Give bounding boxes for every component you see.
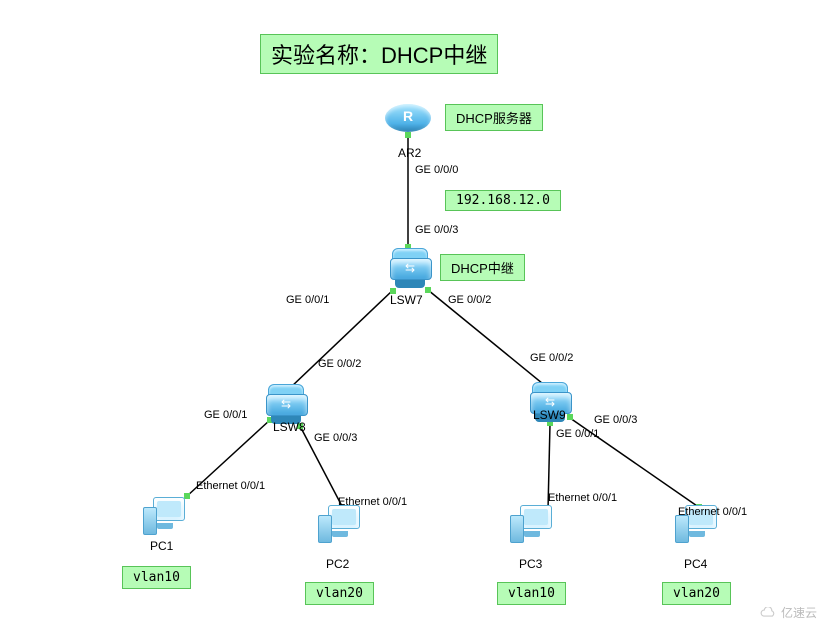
watermark: 亿速云: [759, 604, 817, 621]
port-label: GE 0/0/1: [286, 294, 329, 306]
node-pc3[interactable]: [510, 505, 554, 545]
side-label-ar2: DHCP服务器: [445, 104, 543, 131]
node-label-lsw7: LSW7: [390, 293, 423, 307]
vlan-pc3: vlan10: [497, 582, 566, 605]
port-label: GE 0/0/0: [415, 164, 458, 176]
port-label: GE 0/0/2: [448, 294, 491, 306]
vlan-pc2: vlan20: [305, 582, 374, 605]
vlan-pc4: vlan20: [662, 582, 731, 605]
node-label-ar2: AR2: [398, 146, 421, 160]
node-label-pc1: PC1: [150, 539, 173, 553]
node-lsw7[interactable]: ⇆: [390, 248, 430, 290]
node-label-pc3: PC3: [519, 557, 542, 571]
node-ar2[interactable]: R: [385, 104, 431, 132]
router-icon: R: [385, 108, 431, 124]
node-label-pc2: PC2: [326, 557, 349, 571]
subnet-label: 192.168.12.0: [445, 190, 561, 211]
node-pc2[interactable]: [318, 505, 362, 545]
port-label: GE 0/0/2: [318, 358, 361, 370]
port-label: Ethernet 0/0/1: [548, 492, 617, 504]
port-dot: [405, 132, 411, 138]
port-label: GE 0/0/3: [415, 224, 458, 236]
port-label: GE 0/0/2: [530, 352, 573, 364]
side-label-lsw7: DHCP中继: [440, 254, 525, 281]
node-label-lsw8: LSW8: [273, 420, 306, 434]
vlan-pc1: vlan10: [122, 566, 191, 589]
port-label: Ethernet 0/0/1: [678, 506, 747, 518]
port-label: GE 0/0/1: [204, 409, 247, 421]
switch-icon: ⇆: [398, 261, 422, 275]
port-label: Ethernet 0/0/1: [338, 496, 407, 508]
node-label-lsw9: LSW9: [533, 408, 566, 422]
watermark-text: 亿速云: [781, 604, 817, 621]
switch-icon: ⇆: [274, 397, 298, 411]
node-pc1[interactable]: [143, 497, 187, 537]
port-label: Ethernet 0/0/1: [196, 480, 265, 492]
port-label: GE 0/0/1: [556, 428, 599, 440]
diagram-title: 实验名称：DHCP中继: [260, 34, 498, 74]
switch-icon: ⇆: [538, 395, 562, 409]
cloud-icon: [759, 607, 777, 619]
diagram-canvas: 实验名称：DHCP中继 192.168.12.0 R AR2 DHCP服务器 ⇆…: [0, 0, 829, 629]
port-label: GE 0/0/3: [314, 432, 357, 444]
port-label: GE 0/0/3: [594, 414, 637, 426]
node-label-pc4: PC4: [684, 557, 707, 571]
